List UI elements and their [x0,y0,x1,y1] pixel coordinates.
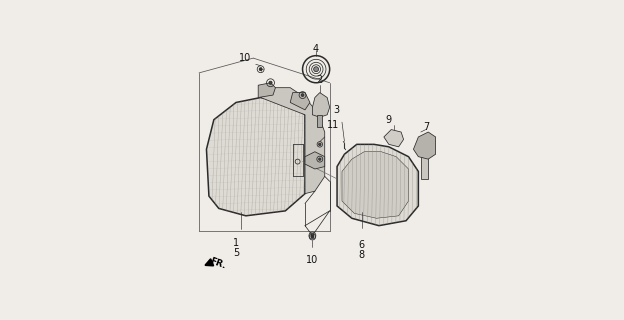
Polygon shape [421,157,428,179]
Text: 3: 3 [333,105,339,115]
Polygon shape [318,115,322,127]
Text: 2: 2 [316,75,323,85]
Circle shape [319,143,321,146]
Text: 8: 8 [359,250,365,260]
Text: 10: 10 [238,53,251,63]
Polygon shape [290,92,310,110]
Circle shape [301,94,304,96]
Polygon shape [337,144,418,226]
Text: 6: 6 [359,240,365,251]
Polygon shape [305,152,324,169]
Polygon shape [207,98,305,216]
Polygon shape [414,132,436,159]
Text: 10: 10 [306,255,318,265]
Polygon shape [342,152,409,218]
Circle shape [311,234,314,237]
Circle shape [311,235,314,238]
Text: 1: 1 [233,238,239,248]
Circle shape [259,68,262,71]
Circle shape [269,81,272,84]
Circle shape [314,67,319,72]
Text: FR.: FR. [208,257,227,271]
Polygon shape [258,83,275,98]
Polygon shape [261,88,324,194]
Polygon shape [313,92,329,117]
Text: 4: 4 [313,44,319,54]
Text: 5: 5 [233,248,239,258]
Circle shape [319,158,321,160]
Text: 11: 11 [327,120,339,130]
Text: 7: 7 [423,122,429,132]
Polygon shape [384,130,404,147]
Text: 9: 9 [386,115,392,124]
